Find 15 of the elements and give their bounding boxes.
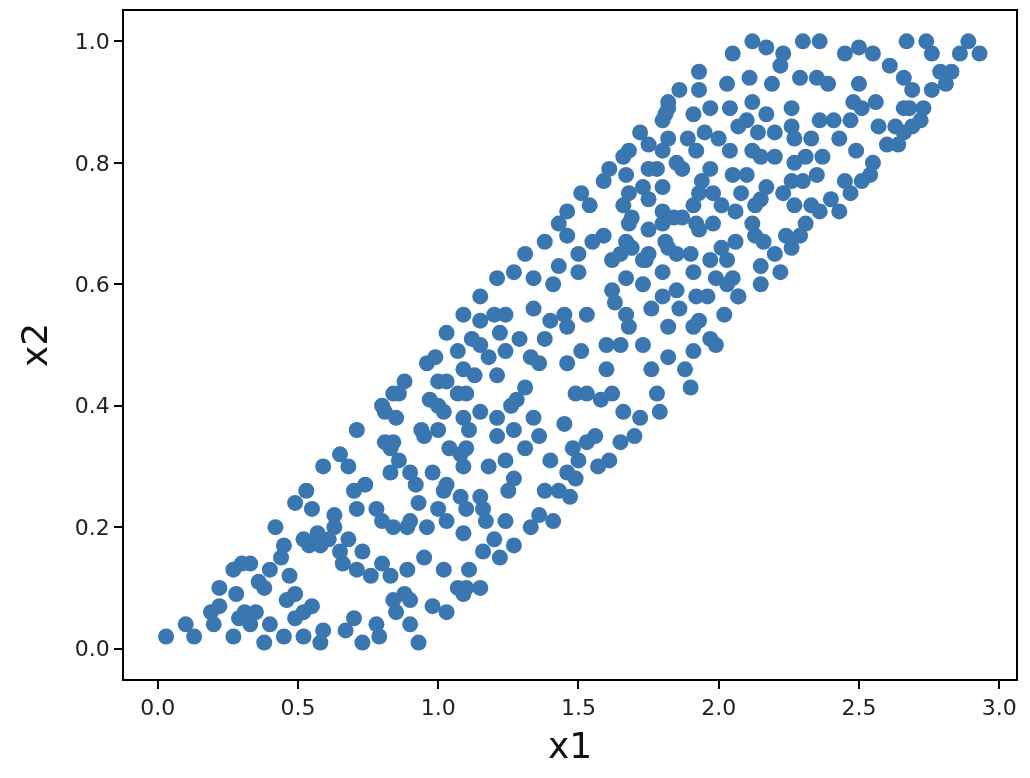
y-tick-label: 0.0 xyxy=(74,636,110,662)
x-tick-label: 1.5 xyxy=(560,695,596,721)
x-tick-label: 2.0 xyxy=(701,695,737,721)
y-tick-label: 0.4 xyxy=(74,393,110,419)
y-tick-label: 0.8 xyxy=(74,150,110,176)
x-tick-label: 1.0 xyxy=(420,695,456,721)
y-axis-title: x2 xyxy=(14,322,56,368)
y-tick-label: 0.6 xyxy=(74,271,110,297)
y-tick-label: 1.0 xyxy=(74,29,110,55)
x-tick-label: 0.5 xyxy=(280,695,316,721)
x-axis-title: x1 xyxy=(547,725,593,767)
x-tick-label: 2.5 xyxy=(841,695,877,721)
y-tick-label: 0.2 xyxy=(74,514,110,540)
x-tick-label: 0.0 xyxy=(140,695,176,721)
x-tick-label: 3.0 xyxy=(981,695,1017,721)
